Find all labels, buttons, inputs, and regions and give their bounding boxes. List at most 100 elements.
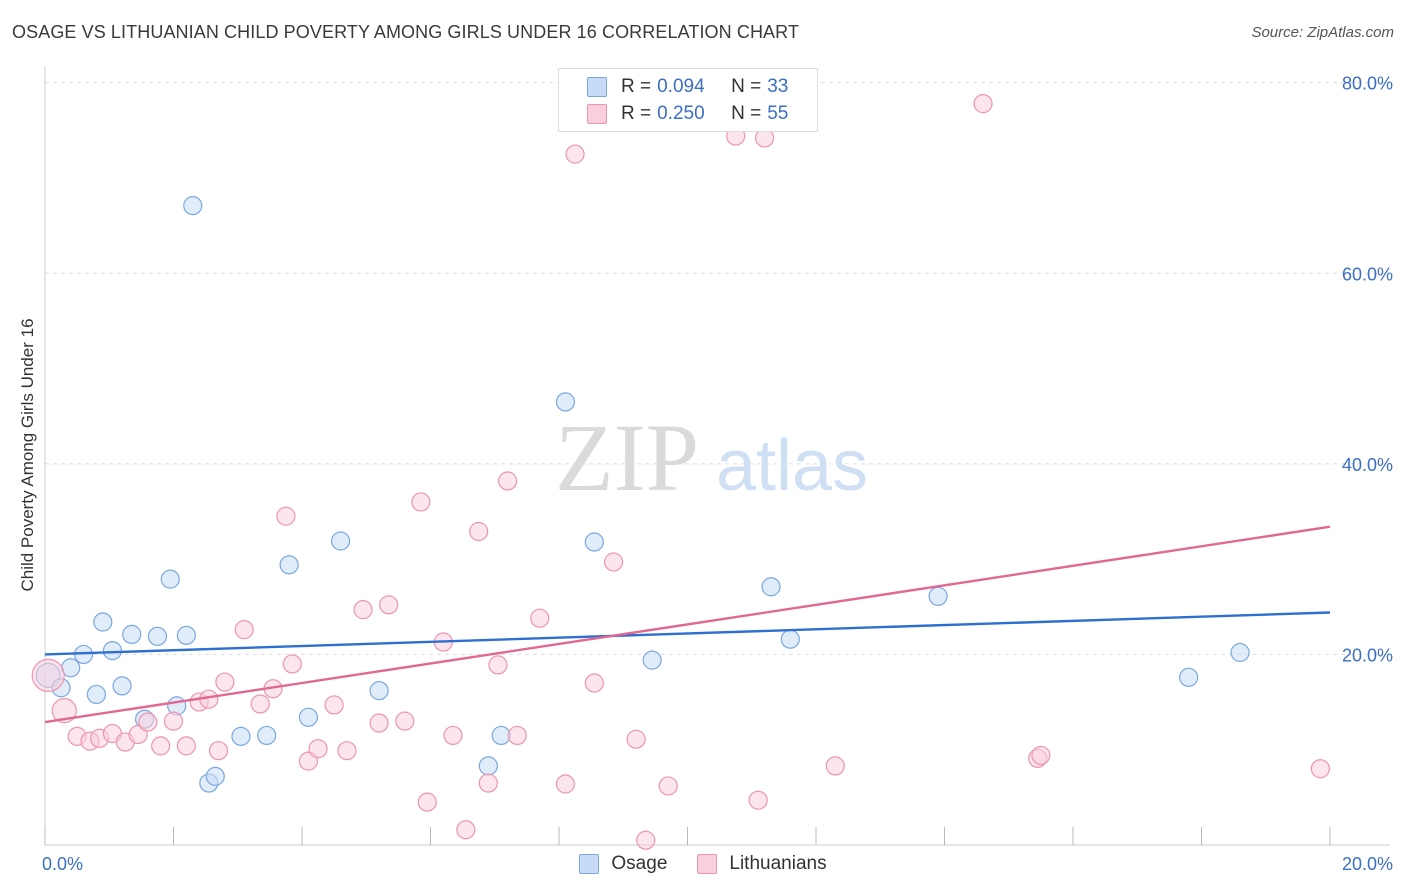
chart-title: OSAGE VS LITHUANIAN CHILD POVERTY AMONG … (12, 22, 800, 42)
point-lithuanians (825, 756, 845, 776)
point-osage (584, 532, 604, 552)
point-osage (176, 625, 196, 645)
y-tick-label: 60.0% (1342, 264, 1393, 284)
point-lithuanians (488, 655, 508, 675)
x-tick-label: 20.0% (1342, 854, 1393, 874)
watermark: ZIP atlas (555, 404, 868, 511)
point-osage (93, 612, 113, 632)
point-lithuanians (478, 773, 498, 793)
legend-row-lithuanians: R = 0.250 N = 55 (587, 102, 788, 126)
point-lithuanians (163, 711, 184, 731)
point-lithuanians (31, 658, 65, 692)
legend-n-value: 55 (767, 103, 789, 124)
series-legend: Osage Lithuanians (0, 852, 1406, 876)
point-lithuanians (604, 552, 624, 572)
point-lithuanians (282, 654, 302, 674)
point-osage (369, 681, 389, 701)
legend-r-label: R = (621, 76, 652, 97)
point-osage (112, 676, 132, 696)
point-lithuanians (658, 776, 678, 796)
point-osage (491, 725, 511, 746)
legend-swatch-osage (587, 77, 607, 97)
point-lithuanians (51, 698, 77, 724)
point-lithuanians (234, 620, 254, 640)
legend-n-value: 33 (767, 76, 789, 97)
series-swatch-osage (579, 854, 600, 874)
series-legend-osage[interactable]: Osage (579, 852, 667, 876)
series-label-osage: Osage (611, 853, 668, 874)
y-tick-label: 20.0% (1342, 645, 1393, 665)
point-lithuanians (215, 672, 235, 692)
point-osage (478, 756, 498, 776)
point-lithuanians (469, 521, 489, 542)
point-lithuanians (443, 725, 463, 746)
point-osage (122, 624, 142, 645)
point-osage (102, 641, 123, 661)
point-osage (1179, 667, 1199, 687)
point-osage (298, 707, 319, 727)
point-lithuanians (565, 144, 585, 164)
legend-row-osage: R = 0.094 N = 33 (587, 75, 788, 99)
point-lithuanians (507, 725, 527, 746)
point-osage (642, 650, 662, 670)
legend-r-value: 0.250 (657, 103, 705, 124)
series-label-lithuanians: Lithuanians (729, 853, 827, 874)
grid-lines (45, 82, 1390, 655)
point-lithuanians (636, 830, 656, 850)
point-lithuanians (353, 600, 373, 620)
source-label: Source: ZipAtlas.com (1251, 24, 1394, 41)
point-osage (279, 555, 299, 575)
point-lithuanians (626, 729, 646, 749)
x-tick-label: 0.0% (42, 854, 83, 874)
point-lithuanians (379, 595, 399, 615)
point-lithuanians (369, 713, 389, 733)
point-lithuanians (395, 711, 415, 731)
point-lithuanians (748, 790, 768, 810)
point-lithuanians (138, 712, 158, 732)
point-lithuanians (973, 94, 993, 114)
point-osage (257, 725, 277, 746)
point-lithuanians (584, 673, 604, 693)
point-osage (761, 577, 781, 597)
trend-line-osage (44, 611, 1331, 656)
point-lithuanians (308, 739, 328, 759)
trend-line-lithuanians (44, 525, 1331, 724)
point-osage (160, 569, 180, 589)
point-lithuanians (337, 741, 357, 761)
point-osage (205, 766, 225, 786)
point-lithuanians (498, 471, 518, 491)
stats-legend: R = 0.094 N = 33 R = 0.250 N = 55 (558, 68, 818, 132)
point-lithuanians (176, 736, 196, 756)
legend-swatch-lithuanians (587, 104, 607, 124)
legend-n-label: N = (731, 76, 762, 97)
legend-r-value: 0.094 (657, 76, 705, 97)
point-osage (928, 586, 948, 606)
point-lithuanians (417, 792, 437, 812)
legend-r-label: R = (621, 103, 652, 124)
y-axis-label: Child Poverty Among Girls Under 16 (18, 318, 37, 592)
point-osage (183, 196, 203, 216)
point-lithuanians (456, 820, 476, 840)
watermark-atlas: atlas (716, 426, 868, 506)
data-points (31, 94, 1330, 850)
point-lithuanians (208, 741, 229, 761)
point-osage (147, 626, 168, 646)
point-lithuanians (324, 695, 344, 715)
point-osage (86, 684, 107, 705)
series-legend-lithuanians[interactable]: Lithuanians (697, 852, 827, 876)
point-lithuanians (1310, 759, 1330, 779)
point-osage (1230, 642, 1250, 663)
point-lithuanians (555, 774, 576, 794)
point-lithuanians (250, 694, 270, 714)
y-tick-label: 80.0% (1342, 74, 1393, 94)
trend-lines (44, 525, 1331, 724)
point-osage (231, 726, 251, 746)
point-osage (330, 531, 351, 551)
watermark-zip: ZIP (555, 404, 699, 511)
point-lithuanians (151, 736, 171, 756)
y-tick-label: 40.0% (1342, 455, 1393, 475)
point-lithuanians (276, 506, 296, 526)
point-lithuanians (411, 492, 431, 512)
series-swatch-lithuanians (697, 854, 718, 874)
